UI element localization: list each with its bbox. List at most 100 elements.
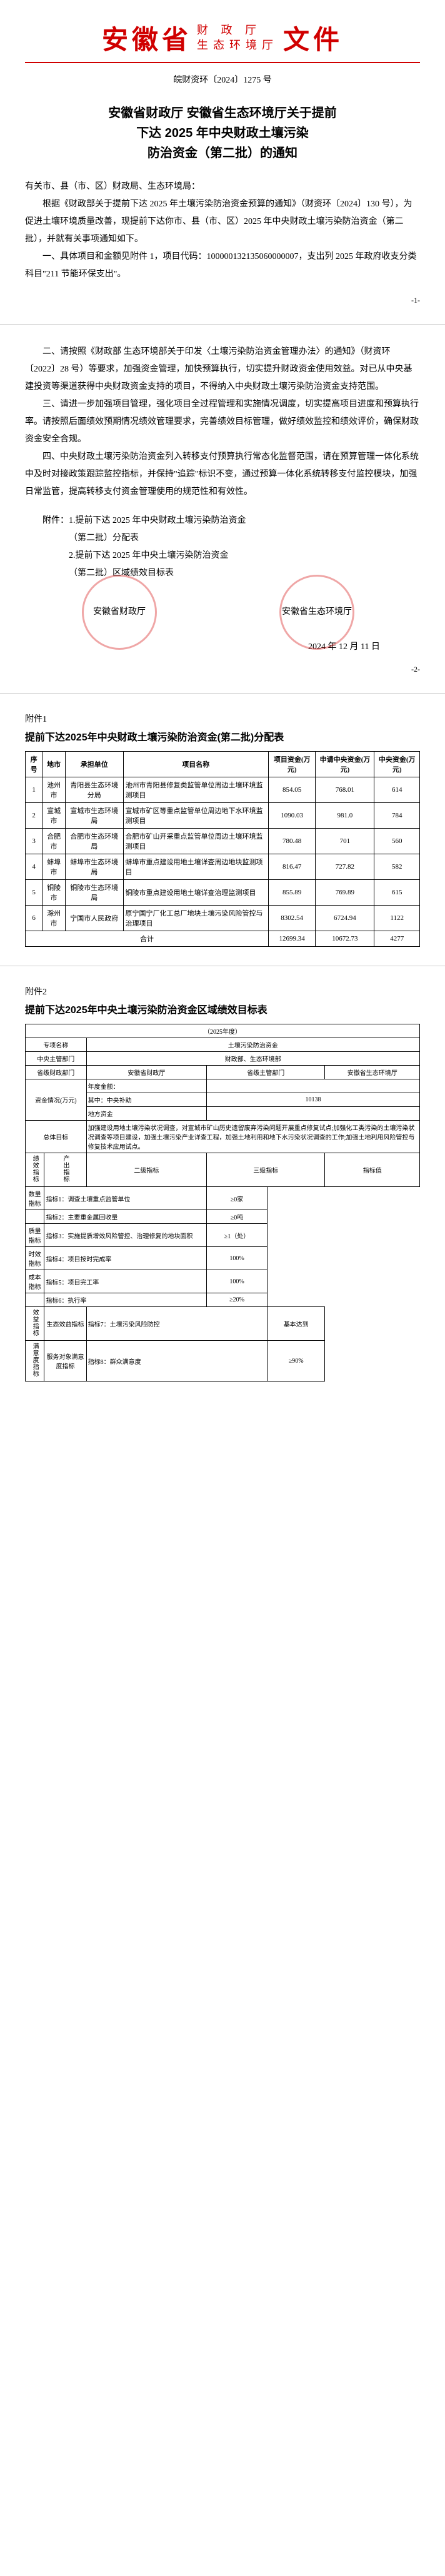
paragraph-1: 根据《财政部关于提前下达 2025 年土壤污染防治资金预算的通知》（财资环〔20… xyxy=(25,196,420,248)
t2-r2: 中央主管部门 财政部、生态环境部 xyxy=(26,1052,420,1066)
table-cell: 1122 xyxy=(374,906,420,931)
table-cell: 铜陵市 xyxy=(42,880,66,906)
table-cell: 合肥市矿山开采重点监管单位周边土壤环境监测项目 xyxy=(123,829,268,854)
att2-title: 提前下达2025年中央土壤污染防治资金区域绩效目标表 xyxy=(25,1001,420,1016)
sign1-text: 安徽省财政厅 xyxy=(93,607,146,617)
t2-goal: 加强建设用地土壤污染状况调查，对宣城市矿山历史遗留废弃污染问题开展重点修复试点;… xyxy=(86,1121,419,1153)
title-line-3: 防治资金（第二批）的通知 xyxy=(25,143,420,163)
table-cell: 3 xyxy=(26,829,42,854)
table-cell: 2 xyxy=(26,803,42,829)
table-cell: 指标2：主要重金属回收量 xyxy=(44,1210,207,1224)
table-cell: 时效指标 xyxy=(26,1247,44,1270)
t2-col2: 二级指标 xyxy=(86,1153,206,1187)
table-cell: 宣城市矿区等重点监管单位周边地下水环境监测项目 xyxy=(123,803,268,829)
table-cell: 8302.54 xyxy=(268,906,315,931)
table-cell xyxy=(26,1210,44,1224)
table-cell: ≥20% xyxy=(207,1293,268,1307)
t2-year-row: （2025年度） xyxy=(26,1024,420,1038)
t2-r4e-l: 地方资金 xyxy=(86,1107,206,1121)
table-cell: 原宁国宁厂化工总厂地块土壤污染风险管控与治理项目 xyxy=(123,906,268,931)
table-cell: 指标8：群众满意度 xyxy=(86,1341,267,1381)
page-3: 附件1 提前下达2025年中央财政土壤污染防治资金(第二批)分配表 序号 地市 … xyxy=(0,693,445,966)
header-dept1: 财 政 厅 xyxy=(197,23,278,38)
att2-label: 附件2 xyxy=(25,985,420,998)
table-cell: 宣城市 xyxy=(42,803,66,829)
t2-col4: 指标值 xyxy=(325,1153,420,1187)
table-cell: 指标4：项目按时完成率 xyxy=(44,1247,207,1270)
header-province: 安徽省 xyxy=(102,19,192,57)
table-row: 效益指标生态效益指标指标7：土壤污染风险防控基本达到 xyxy=(26,1307,420,1341)
table-cell: 100% xyxy=(207,1270,268,1293)
table-cell: ≥1（处） xyxy=(207,1224,268,1247)
signature-1: 安徽省财政厅 xyxy=(93,605,146,617)
table-cell: 854.05 xyxy=(268,777,315,803)
table-cell: 784 xyxy=(374,803,420,829)
sign2-text: 安徽省生态环境厅 xyxy=(282,607,352,617)
table-cell: 4 xyxy=(26,854,42,880)
title-line-1: 安徽省财政厅 安徽省生态环境厅关于提前 xyxy=(25,103,420,123)
document-title: 安徽省财政厅 安徽省生态环境厅关于提前 下达 2025 年中央财政土壤污染 防治… xyxy=(25,103,420,163)
table-header-row: 序号 地市 承担单位 项目名称 项目资金(万元) 申请中央资金(万元) 中央资金… xyxy=(26,752,420,777)
table-cell: 指标1：调查土壤重点监管单位 xyxy=(44,1187,207,1210)
table-cell: 铜陵市重点建设用地土壤详查治理监测项目 xyxy=(123,880,268,906)
table-cell: 蚌埠市 xyxy=(42,854,66,880)
table-cell: 855.89 xyxy=(268,880,315,906)
table-cell: 铜陵市生态环境局 xyxy=(65,880,123,906)
table-row: 数量指标指标1：调查土壤重点监管单位≥0家 xyxy=(26,1187,420,1210)
table-row: 质量指标指标3：实施提质增效风险管控、治理修复的地块面积≥1（处） xyxy=(26,1224,420,1247)
table-cell: 614 xyxy=(374,777,420,803)
table-row: 6滁州市宁国市人民政府原宁国宁厂化工总厂地块土壤污染风险管控与治理项目8302.… xyxy=(26,906,420,931)
table-cell: 780.48 xyxy=(268,829,315,854)
table-cell: 指标5：项目完工率 xyxy=(44,1270,207,1293)
t2-col3: 三级指标 xyxy=(207,1153,325,1187)
signature-2: 安徽省生态环境厅 xyxy=(282,605,352,617)
table-cell: 成本指标 xyxy=(26,1270,44,1293)
t2-funds-label: 资金情况(万元) xyxy=(26,1079,87,1121)
addressee: 有关市、县（市、区）财政局、生态环境局： xyxy=(25,178,420,196)
table-row: 指标2：主要重金属回收量≥0吨 xyxy=(26,1210,420,1224)
table-cell: 质量指标 xyxy=(26,1224,44,1247)
red-header: 安徽省 财 政 厅 生态环境厅 文件 xyxy=(25,19,420,57)
attach-2: 2.提前下达 2025 年中央土壤污染防治资金 xyxy=(25,547,420,565)
table-cell: 5 xyxy=(26,880,42,906)
att1-title: 提前下达2025年中央财政土壤污染防治资金(第二批)分配表 xyxy=(25,729,420,744)
allocation-table: 序号 地市 承担单位 项目名称 项目资金(万元) 申请中央资金(万元) 中央资金… xyxy=(25,751,420,947)
th-proj: 项目名称 xyxy=(123,752,268,777)
total-2: 10672.73 xyxy=(316,931,374,947)
table-cell: 服务对象满意度指标 xyxy=(44,1341,86,1381)
table-cell: 宣城市生态环境局 xyxy=(65,803,123,829)
table-cell xyxy=(26,1293,44,1307)
table-cell: 宁国市人民政府 xyxy=(65,906,123,931)
t2-r4b-v xyxy=(207,1079,420,1093)
table-cell: 769.89 xyxy=(316,880,374,906)
table-total-row: 合计 12699.34 10672.73 4277 xyxy=(26,931,420,947)
page-2: 二、请按照《财政部 生态环境部关于印发〈土壤污染防治资金管理办法〉的通知》（财资… xyxy=(0,324,445,693)
t2-r4c-v: 10138 xyxy=(207,1093,420,1107)
table-cell: 1 xyxy=(26,777,42,803)
paragraph-4: 三、请进一步加强项目管理，强化项目全过程管理和实施情况调度，切实提高项目进度和预… xyxy=(25,396,420,448)
attach-1: 1.提前下达 2025 年中央财政土壤污染防治资金 xyxy=(69,516,246,525)
table-cell: 816.47 xyxy=(268,854,315,880)
paragraph-3: 二、请按照《财政部 生态环境部关于印发〈土壤污染防治资金管理办法〉的通知》（财资… xyxy=(25,343,420,396)
t2-r4c-l: 其中：中央补助 xyxy=(86,1093,206,1107)
table-cell: ≥0家 xyxy=(207,1187,268,1210)
table-row: 4蚌埠市蚌埠市生态环境局蚌埠市重点建设用地土壤详查周边地块监测项目816.477… xyxy=(26,854,420,880)
table-cell: 100% xyxy=(207,1247,268,1270)
table-cell: 6724.94 xyxy=(316,906,374,931)
attach-1b: （第二批）分配表 xyxy=(25,530,420,547)
th-seq: 序号 xyxy=(26,752,42,777)
t2-r1-l: 专项名称 xyxy=(26,1038,87,1052)
page-number-2: -2- xyxy=(25,665,420,674)
page-4: 附件2 提前下达2025年中央土壤污染防治资金区域绩效目标表 （2025年度） … xyxy=(0,966,445,1400)
table-cell: 615 xyxy=(374,880,420,906)
table-cell: 768.01 xyxy=(316,777,374,803)
t2-r2-v: 财政部、生态环境部 xyxy=(86,1052,419,1066)
table-row: 满意度指标服务对象满意度指标指标8：群众满意度≥90% xyxy=(26,1341,420,1381)
t2-block-l1: 绩效指标 xyxy=(26,1153,44,1187)
t2-block-l2a: 产出指标 xyxy=(44,1153,86,1187)
th-unit: 承担单位 xyxy=(65,752,123,777)
t2-goal-row: 总体目标 加强建设用地土壤污染状况调查，对宣城市矿山历史遗留废弃污染问题开展重点… xyxy=(26,1121,420,1153)
th-amt3: 中央资金(万元) xyxy=(374,752,420,777)
sign-date: 2024 年 12 月 11 日 xyxy=(25,640,380,652)
table-row: 1池州市青阳县生态环境分局池州市青阳县修复类监管单位周边土壤环境监测项目854.… xyxy=(26,777,420,803)
